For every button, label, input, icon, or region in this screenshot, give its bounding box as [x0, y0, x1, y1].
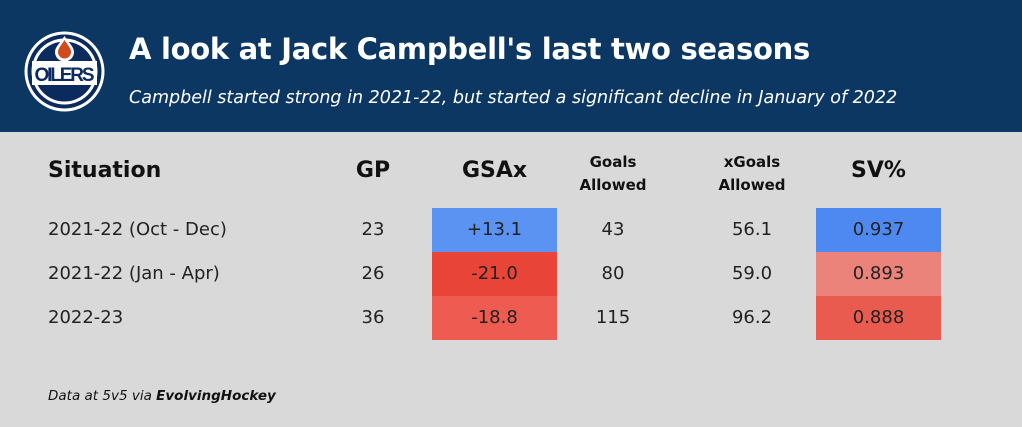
- column-header-xgoals-allowed: xGoals Allowed: [697, 151, 807, 197]
- cell-situation: 2021-22 (Jan - Apr): [48, 263, 220, 284]
- column-header-gsax: GSAx: [461, 158, 528, 183]
- cell-situation: 2022-23: [48, 307, 124, 328]
- page-subtitle: Campbell started strong in 2021-22, but …: [129, 88, 898, 108]
- column-header-gp: GP: [355, 158, 391, 183]
- cell-xgoals-allowed: 96.2: [731, 307, 773, 328]
- cell-gp: 36: [361, 307, 385, 328]
- cell-gsax: -21.0: [432, 252, 557, 296]
- cell-goals-allowed: 80: [601, 263, 625, 284]
- cell-gsax: -18.8: [432, 296, 557, 340]
- svg-text:OILERS: OILERS: [35, 65, 95, 86]
- footer-source: EvolvingHockey: [156, 388, 276, 404]
- header-line: Allowed: [718, 176, 786, 194]
- header-banner: OILERS A look at Jack Campbell's last tw…: [0, 0, 1022, 132]
- cell-gp: 26: [361, 263, 385, 284]
- cell-situation: 2021-22 (Oct - Dec): [48, 219, 227, 240]
- cell-xgoals-allowed: 56.1: [731, 219, 773, 240]
- cell-sv: 0.937: [816, 208, 941, 252]
- cell-gsax: +13.1: [432, 208, 557, 252]
- page-title: A look at Jack Campbell's last two seaso…: [129, 32, 810, 66]
- header-line: Allowed: [579, 176, 647, 194]
- cell-goals-allowed: 115: [595, 307, 631, 328]
- cell-sv: 0.893: [816, 252, 941, 296]
- cell-gp: 23: [361, 219, 385, 240]
- footer-prefix: Data at 5v5 via: [48, 388, 157, 404]
- table-row: 2021-22 (Oct - Dec) 23 +13.1 43 56.1 0.937: [0, 208, 1022, 252]
- table-row: 2022-23 36 -18.8 115 96.2 0.888: [0, 296, 1022, 340]
- cell-goals-allowed: 43: [601, 219, 625, 240]
- footer-note: Data at 5v5 via EvolvingHockey: [48, 388, 276, 404]
- header-line: xGoals: [723, 153, 781, 171]
- cell-sv: 0.888: [816, 296, 941, 340]
- oilers-logo-icon: OILERS: [24, 31, 105, 112]
- column-header-goals-allowed: Goals Allowed: [558, 151, 668, 197]
- header-line: Goals: [589, 153, 637, 171]
- column-header-situation: Situation: [48, 158, 162, 183]
- table-row: 2021-22 (Jan - Apr) 26 -21.0 80 59.0 0.893: [0, 252, 1022, 296]
- column-header-sv: SV%: [851, 158, 906, 183]
- cell-xgoals-allowed: 59.0: [731, 263, 773, 284]
